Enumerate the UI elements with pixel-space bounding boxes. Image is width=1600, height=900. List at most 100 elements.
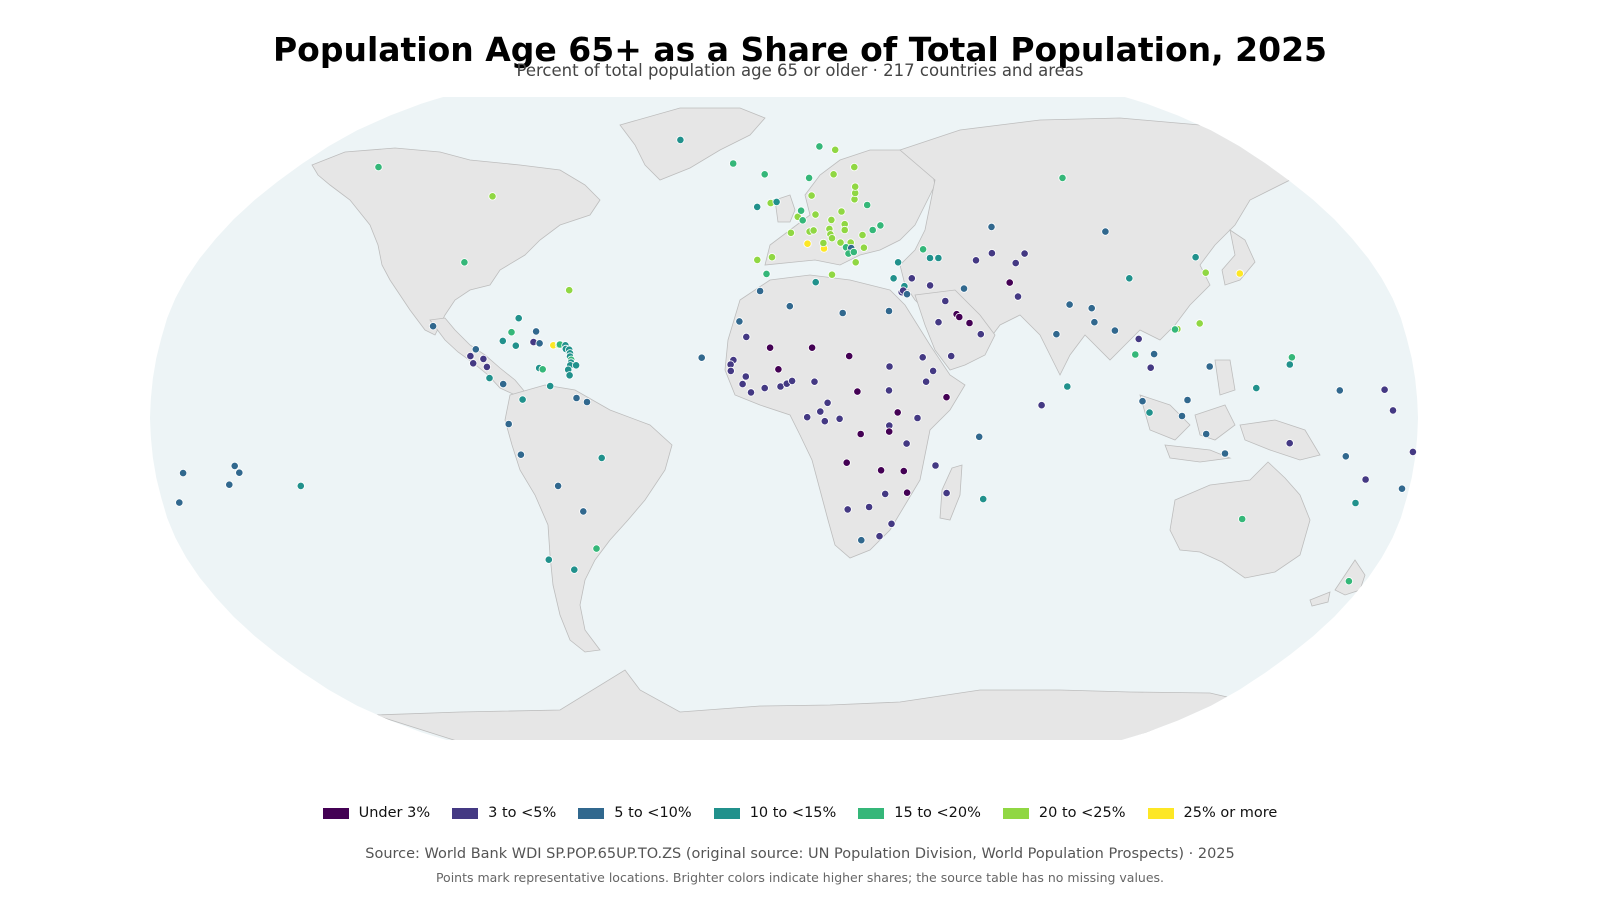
source-note: Source: World Bank WDI SP.POP.65UP.TO.ZS… [365, 846, 1235, 862]
country-point [875, 532, 884, 541]
country-point [729, 159, 738, 168]
country-point [546, 381, 555, 391]
country-point [787, 376, 797, 385]
country-point [796, 206, 806, 215]
country-point [941, 296, 950, 306]
country-point [1388, 406, 1398, 415]
country-point [851, 258, 860, 267]
madagascar-landmass [939, 464, 963, 521]
country-point [881, 489, 890, 498]
country-point [762, 269, 771, 278]
country-point [175, 498, 184, 507]
country-point [1131, 350, 1140, 359]
country-point [819, 238, 828, 248]
country-point [538, 365, 547, 374]
footnote: Points mark representative locations. Br… [435, 870, 1165, 885]
country-point [811, 278, 820, 287]
country-point [296, 481, 305, 490]
country-point [1195, 319, 1204, 328]
south-america-landmass [504, 384, 673, 653]
legend-item-20-to-25: 20 to <25% [1002, 805, 1126, 821]
country-point [913, 413, 922, 423]
country-point [889, 274, 898, 283]
country-point [823, 398, 832, 407]
legend-swatch [713, 807, 740, 819]
arabia-landmass [914, 289, 996, 371]
country-point [1238, 514, 1247, 524]
legend-label: 20 to <25% [1038, 805, 1126, 821]
country-point [1183, 395, 1192, 405]
country-point [807, 343, 817, 352]
country-point [836, 238, 845, 247]
country-point [850, 163, 859, 172]
country-point [798, 216, 807, 225]
legend-swatch [1002, 807, 1029, 819]
country-point [1063, 382, 1072, 391]
country-point [827, 215, 836, 224]
country-point [735, 317, 744, 326]
new-zealand-landmass [1309, 559, 1366, 607]
country-point [572, 393, 581, 403]
country-point [816, 407, 825, 416]
country-point [471, 345, 480, 354]
country-point [965, 318, 974, 328]
country-point [738, 379, 747, 389]
legend: Under 3% 3 to <5% 5 to <10% 10 to <15% 1… [0, 805, 1600, 821]
country-point [565, 286, 574, 295]
country-point [907, 274, 916, 283]
country-point [934, 253, 943, 263]
country-point [225, 480, 234, 489]
country-point [987, 249, 997, 258]
country-point [488, 192, 497, 201]
country-point [842, 458, 851, 467]
legend-label: 15 to <20% [894, 805, 981, 821]
country-point [840, 225, 849, 235]
country-point [1344, 577, 1354, 586]
country-point [235, 468, 244, 477]
country-point [1145, 408, 1154, 417]
country-point [1287, 353, 1297, 362]
country-point [760, 383, 769, 393]
country-point [230, 461, 239, 470]
country-point [975, 432, 984, 441]
country-point [884, 386, 894, 395]
country-point [838, 308, 847, 318]
country-point [803, 413, 812, 422]
country-point [1335, 386, 1344, 395]
legend-swatch [858, 807, 885, 819]
country-point [544, 555, 553, 564]
country-point [1235, 269, 1244, 278]
country-point [571, 361, 581, 370]
country-point [753, 255, 762, 264]
country-point [479, 354, 488, 363]
country-point [931, 461, 940, 470]
country-point [1191, 253, 1200, 262]
country-point [1087, 304, 1096, 313]
country-points [175, 135, 1418, 586]
country-point [785, 302, 794, 311]
country-point [531, 327, 541, 336]
country-point [959, 284, 969, 293]
country-point [876, 466, 886, 475]
country-point [1020, 249, 1029, 258]
country-point [1101, 227, 1110, 236]
country-point [726, 366, 735, 375]
country-point [856, 429, 865, 439]
country-point [760, 170, 769, 179]
country-point [1090, 318, 1099, 327]
country-point [827, 234, 837, 243]
country-point [918, 245, 928, 254]
country-point [570, 565, 579, 574]
country-point [976, 330, 985, 339]
country-point [485, 373, 494, 383]
map-subtitle: Percent of total population age 65 or ol… [516, 61, 1084, 80]
country-point [884, 306, 894, 316]
africa-landmass [724, 274, 966, 559]
country-point [885, 427, 894, 436]
country-point [835, 414, 844, 423]
country-point [1125, 274, 1134, 283]
legend-item-3-to-5: 3 to <5% [452, 805, 556, 821]
country-point [899, 466, 908, 476]
country-point [863, 200, 872, 210]
country-point [1408, 447, 1418, 456]
